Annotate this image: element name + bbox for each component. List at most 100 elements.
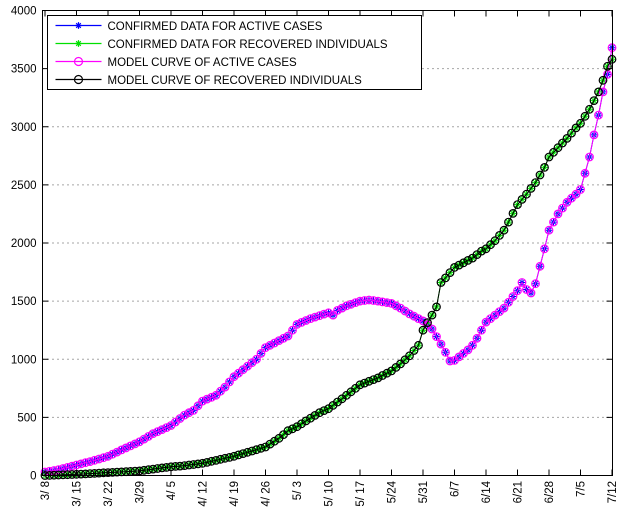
circle-marker <box>549 217 558 227</box>
circle-marker <box>382 298 392 308</box>
grid-layer <box>42 68 613 418</box>
asterisk-icon <box>75 22 82 29</box>
legend-label: MODEL CURVE OF ACTIVE CASES <box>108 57 297 69</box>
y-tick-label: 500 <box>17 412 36 424</box>
circle-marker <box>247 446 257 456</box>
circle-marker <box>445 356 455 366</box>
circle-marker <box>414 314 423 324</box>
x-tick-label: 5/31 <box>418 481 430 503</box>
circle-marker <box>396 303 405 313</box>
circle-marker <box>598 87 608 97</box>
circle-marker <box>544 225 554 235</box>
circle-marker <box>576 185 585 194</box>
circle-marker <box>513 286 522 296</box>
circle-marker <box>342 301 351 311</box>
circle-marker <box>76 469 86 479</box>
circle-marker <box>373 373 383 383</box>
circle-marker <box>211 456 221 465</box>
circle-marker <box>513 200 522 210</box>
circle-marker <box>333 306 342 315</box>
circle-marker <box>90 455 99 465</box>
circle-marker <box>225 453 234 462</box>
circle-marker <box>207 392 216 402</box>
y-tick-label: 2500 <box>11 180 37 192</box>
x-tick-label: 5/ 17 <box>355 481 367 507</box>
circle-marker <box>99 468 108 478</box>
circle-marker <box>207 456 216 466</box>
series-2 <box>40 43 617 477</box>
circle-marker <box>261 343 270 353</box>
y-tick-label: 1500 <box>11 296 37 308</box>
circle-marker <box>558 203 567 213</box>
circle-marker <box>508 292 518 301</box>
y-tick-label: 4000 <box>11 6 37 18</box>
circle-marker <box>328 310 338 320</box>
circle-marker <box>85 457 95 467</box>
circle-marker <box>198 458 207 468</box>
circle-marker <box>265 340 275 350</box>
circle-marker <box>571 189 581 199</box>
circle-marker <box>265 439 275 449</box>
circle-marker <box>216 454 225 464</box>
circle-marker <box>67 470 77 479</box>
x-tick-label: 5/24 <box>387 480 399 503</box>
legend: CONFIRMED DATA FOR ACTIVE CASES CONFIRMED… <box>47 15 422 90</box>
circle-marker <box>238 449 248 459</box>
x-tick-label: 3/ 8 <box>40 481 52 500</box>
legend-label: CONFIRMED DATA FOR RECOVERED INDIVIDUALS <box>108 39 388 51</box>
circle-marker <box>468 340 477 350</box>
circle-marker <box>549 147 558 157</box>
circle-marker <box>499 303 509 313</box>
circle-marker <box>454 260 464 270</box>
circle-marker <box>67 461 77 471</box>
circle-marker <box>540 244 549 254</box>
circle-marker <box>184 460 194 470</box>
circle-marker <box>108 449 117 459</box>
circle-marker <box>324 308 333 318</box>
legend-label: CONFIRMED DATA FOR ACTIVE CASES <box>108 21 323 33</box>
x-tick-label: 7/12 <box>607 481 619 503</box>
circle-marker <box>459 258 468 268</box>
circle-marker <box>562 133 572 143</box>
circle-marker <box>414 340 423 350</box>
circle-marker <box>270 436 279 446</box>
circle-marker <box>580 168 590 178</box>
axis-layer: 0 500 1000 1500 2000 2500 3000 3500 4000 3/ 8 3/ 1… <box>11 6 619 507</box>
circle-marker <box>58 464 68 473</box>
circle-marker <box>58 470 68 480</box>
circle-marker <box>567 128 576 138</box>
circle-marker <box>405 309 414 319</box>
circle-marker <box>315 408 324 418</box>
circle-marker <box>585 104 594 114</box>
circle-marker <box>427 324 437 334</box>
circle-marker <box>225 377 234 387</box>
circle-marker <box>382 368 392 378</box>
circle-marker <box>310 312 320 322</box>
legend-entry: CONFIRMED DATA FOR ACTIVE CASES <box>55 21 323 33</box>
circle-marker <box>369 375 378 385</box>
circle-marker <box>283 331 293 341</box>
y-tick-label: 0 <box>30 471 36 483</box>
circle-marker <box>202 458 212 467</box>
circle-marker <box>153 464 162 473</box>
circle-marker <box>193 459 203 469</box>
x-tick-label: 5/ 10 <box>324 481 336 507</box>
circle-marker <box>310 411 320 420</box>
circle-marker <box>432 332 441 342</box>
circle-marker <box>531 178 540 188</box>
x-tick-label: 6/14 <box>481 480 493 503</box>
circle-marker <box>301 416 311 426</box>
x-tick-label: 4/ 19 <box>229 481 241 507</box>
circle-marker <box>99 453 108 463</box>
circle-marker <box>103 451 113 461</box>
circle-marker <box>594 110 603 120</box>
circle-marker <box>279 333 288 343</box>
x-tick-label: 5/ 3 <box>292 481 304 500</box>
circle-marker <box>504 297 513 307</box>
circle-marker <box>171 462 180 471</box>
legend-entry: CONFIRMED DATA FOR RECOVERED INDIVIDUALS <box>55 39 388 51</box>
circle-marker <box>508 208 518 218</box>
circle-marker <box>400 306 410 316</box>
circle-marker <box>112 447 122 457</box>
circle-marker <box>517 278 527 287</box>
